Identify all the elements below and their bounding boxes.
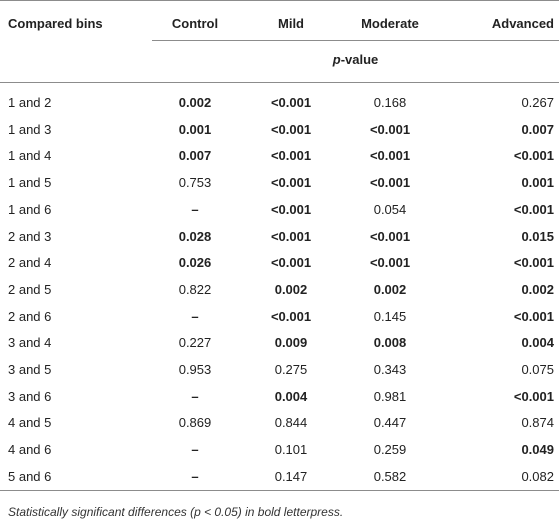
bins-cell: 2 and 5: [8, 282, 52, 297]
advanced-cell: <0.001: [513, 148, 554, 163]
header-control: Control: [171, 16, 219, 31]
subheader-rule: [152, 40, 559, 41]
header-bottom-rule: [0, 82, 559, 83]
bins-cell: 1 and 6: [8, 202, 52, 217]
mild-cell: 0.009: [274, 335, 308, 350]
control-cell: 0.001: [178, 122, 212, 137]
mild-cell: <0.001: [270, 229, 312, 244]
control-cell: 0.869: [178, 415, 212, 430]
moderate-cell: <0.001: [369, 148, 411, 163]
bins-cell: 3 and 6: [8, 389, 52, 404]
moderate-cell: <0.001: [369, 122, 411, 137]
control-cell: –: [191, 389, 199, 404]
advanced-cell: 0.049: [521, 442, 554, 457]
moderate-cell: 0.145: [373, 309, 407, 324]
header-advanced: Advanced: [491, 16, 554, 31]
mild-cell: <0.001: [270, 95, 312, 110]
advanced-cell: 0.015: [521, 229, 554, 244]
bins-cell: 3 and 5: [8, 362, 52, 377]
p-value-subheader-rest: -value: [340, 52, 379, 67]
mild-cell: 0.004: [274, 389, 308, 404]
mild-cell: <0.001: [270, 309, 312, 324]
advanced-cell: 0.007: [521, 122, 554, 137]
mild-cell: 0.002: [274, 282, 308, 297]
control-cell: –: [191, 442, 199, 457]
moderate-cell: <0.001: [369, 175, 411, 190]
moderate-cell: 0.168: [373, 95, 407, 110]
header-mild: Mild: [278, 16, 304, 31]
mild-cell: <0.001: [270, 255, 312, 270]
bins-cell: 1 and 2: [8, 95, 52, 110]
advanced-cell: <0.001: [513, 202, 554, 217]
moderate-cell: 0.008: [373, 335, 407, 350]
advanced-cell: <0.001: [513, 389, 554, 404]
mild-cell: <0.001: [270, 175, 312, 190]
bins-cell: 3 and 4: [8, 335, 52, 350]
control-cell: 0.007: [178, 148, 212, 163]
advanced-cell: <0.001: [513, 309, 554, 324]
mild-cell: 0.147: [274, 469, 308, 484]
mild-cell: 0.101: [274, 442, 308, 457]
header-compared-bins: Compared bins: [8, 16, 103, 31]
top-rule: [0, 0, 559, 1]
p-value-subheader-italic: p: [332, 52, 341, 67]
control-cell: –: [191, 469, 199, 484]
advanced-cell: 0.082: [521, 469, 554, 484]
moderate-cell: 0.343: [373, 362, 407, 377]
advanced-cell: 0.001: [521, 175, 554, 190]
bins-cell: 1 and 4: [8, 148, 52, 163]
header-moderate: Moderate: [361, 16, 419, 31]
bins-cell: 2 and 4: [8, 255, 52, 270]
control-cell: 0.953: [178, 362, 212, 377]
mild-cell: <0.001: [270, 148, 312, 163]
bins-cell: 1 and 3: [8, 122, 52, 137]
moderate-cell: 0.054: [373, 202, 407, 217]
advanced-cell: 0.267: [521, 95, 554, 110]
moderate-cell: 0.447: [373, 415, 407, 430]
moderate-cell: 0.981: [373, 389, 407, 404]
bins-cell: 5 and 6: [8, 469, 52, 484]
moderate-cell: 0.002: [373, 282, 407, 297]
mild-cell: <0.001: [270, 122, 312, 137]
control-cell: 0.002: [178, 95, 212, 110]
advanced-cell: 0.004: [521, 335, 554, 350]
control-cell: –: [191, 309, 199, 324]
control-cell: 0.822: [178, 282, 212, 297]
advanced-cell: <0.001: [513, 255, 554, 270]
moderate-cell: 0.582: [373, 469, 407, 484]
footnote: Statistically significant differences (p…: [8, 505, 344, 519]
advanced-cell: 0.002: [521, 282, 554, 297]
bins-cell: 4 and 5: [8, 415, 52, 430]
mild-cell: <0.001: [270, 202, 312, 217]
bottom-rule: [0, 490, 559, 491]
bins-cell: 4 and 6: [8, 442, 52, 457]
control-cell: 0.227: [178, 335, 212, 350]
moderate-cell: <0.001: [369, 255, 411, 270]
advanced-cell: 0.874: [521, 415, 554, 430]
bins-cell: 2 and 6: [8, 309, 52, 324]
control-cell: 0.026: [178, 255, 212, 270]
moderate-cell: <0.001: [369, 229, 411, 244]
mild-cell: 0.844: [274, 415, 308, 430]
control-cell: 0.753: [178, 175, 212, 190]
advanced-cell: 0.075: [521, 362, 554, 377]
moderate-cell: 0.259: [373, 442, 407, 457]
bins-cell: 1 and 5: [8, 175, 52, 190]
p-value-subheader: p-value: [152, 52, 559, 67]
mild-cell: 0.275: [274, 362, 308, 377]
control-cell: –: [191, 202, 199, 217]
control-cell: 0.028: [178, 229, 212, 244]
bins-cell: 2 and 3: [8, 229, 52, 244]
